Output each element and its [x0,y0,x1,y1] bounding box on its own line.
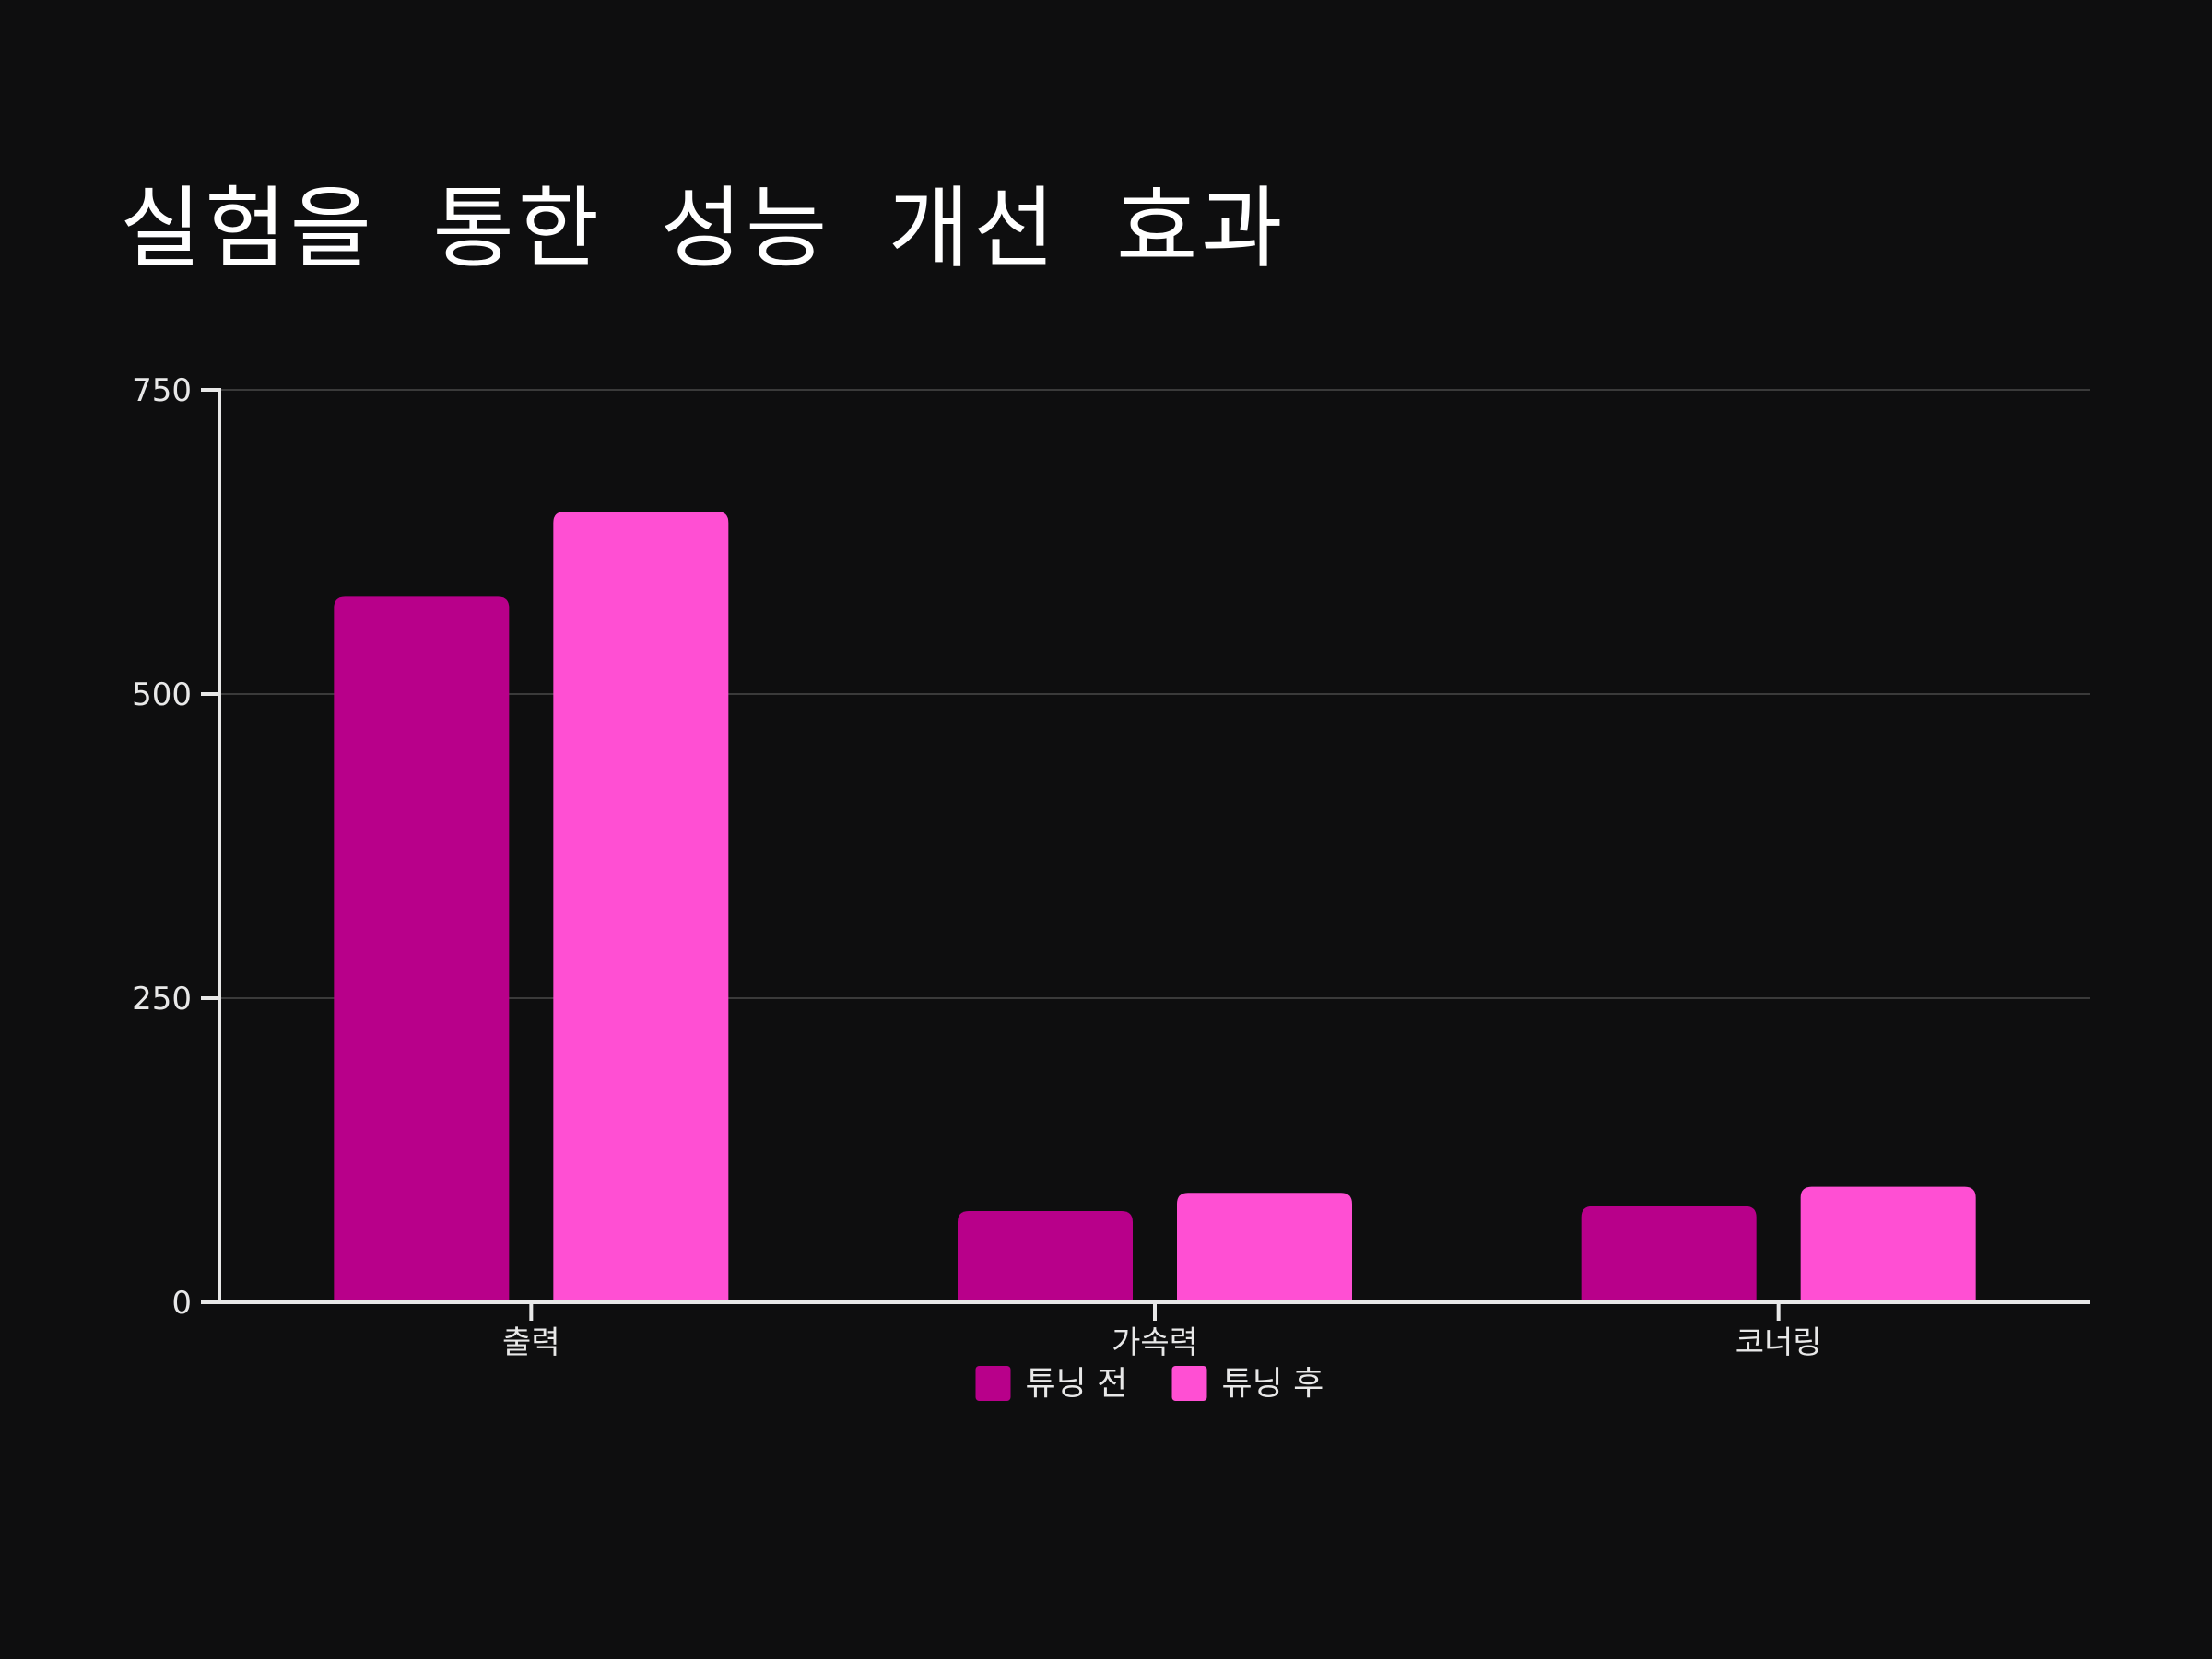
bar [1581,1206,1757,1302]
bar [334,596,510,1302]
bar [958,1211,1133,1302]
bar [1800,1186,1976,1302]
legend-label: 튜닝 후 [1222,1365,1324,1403]
gridlines [219,389,2090,999]
legend-label: 튜닝 전 [1026,1365,1128,1403]
bars [334,512,1976,1302]
chart-title: 실험을 통한 성능 개선 효과 [120,177,1287,280]
bar [1177,1193,1352,1302]
y-tick-label: 0 [171,1285,192,1322]
x-tick-label: 가속력 [1112,1324,1198,1361]
bar [553,512,729,1302]
legend: 튜닝 전 튜닝 후 [975,1365,1324,1403]
y-tick-label: 750 [132,372,192,409]
y-tick-label: 250 [132,981,192,1018]
legend-swatch [1171,1366,1207,1401]
axes: 0 250 500 750 출력 가속력 코너링 [132,372,2090,1361]
x-tick-label: 코너링 [1735,1324,1822,1361]
x-tick-label: 출력 [502,1324,560,1361]
y-tick-label: 500 [132,677,192,713]
legend-swatch [975,1366,1011,1401]
